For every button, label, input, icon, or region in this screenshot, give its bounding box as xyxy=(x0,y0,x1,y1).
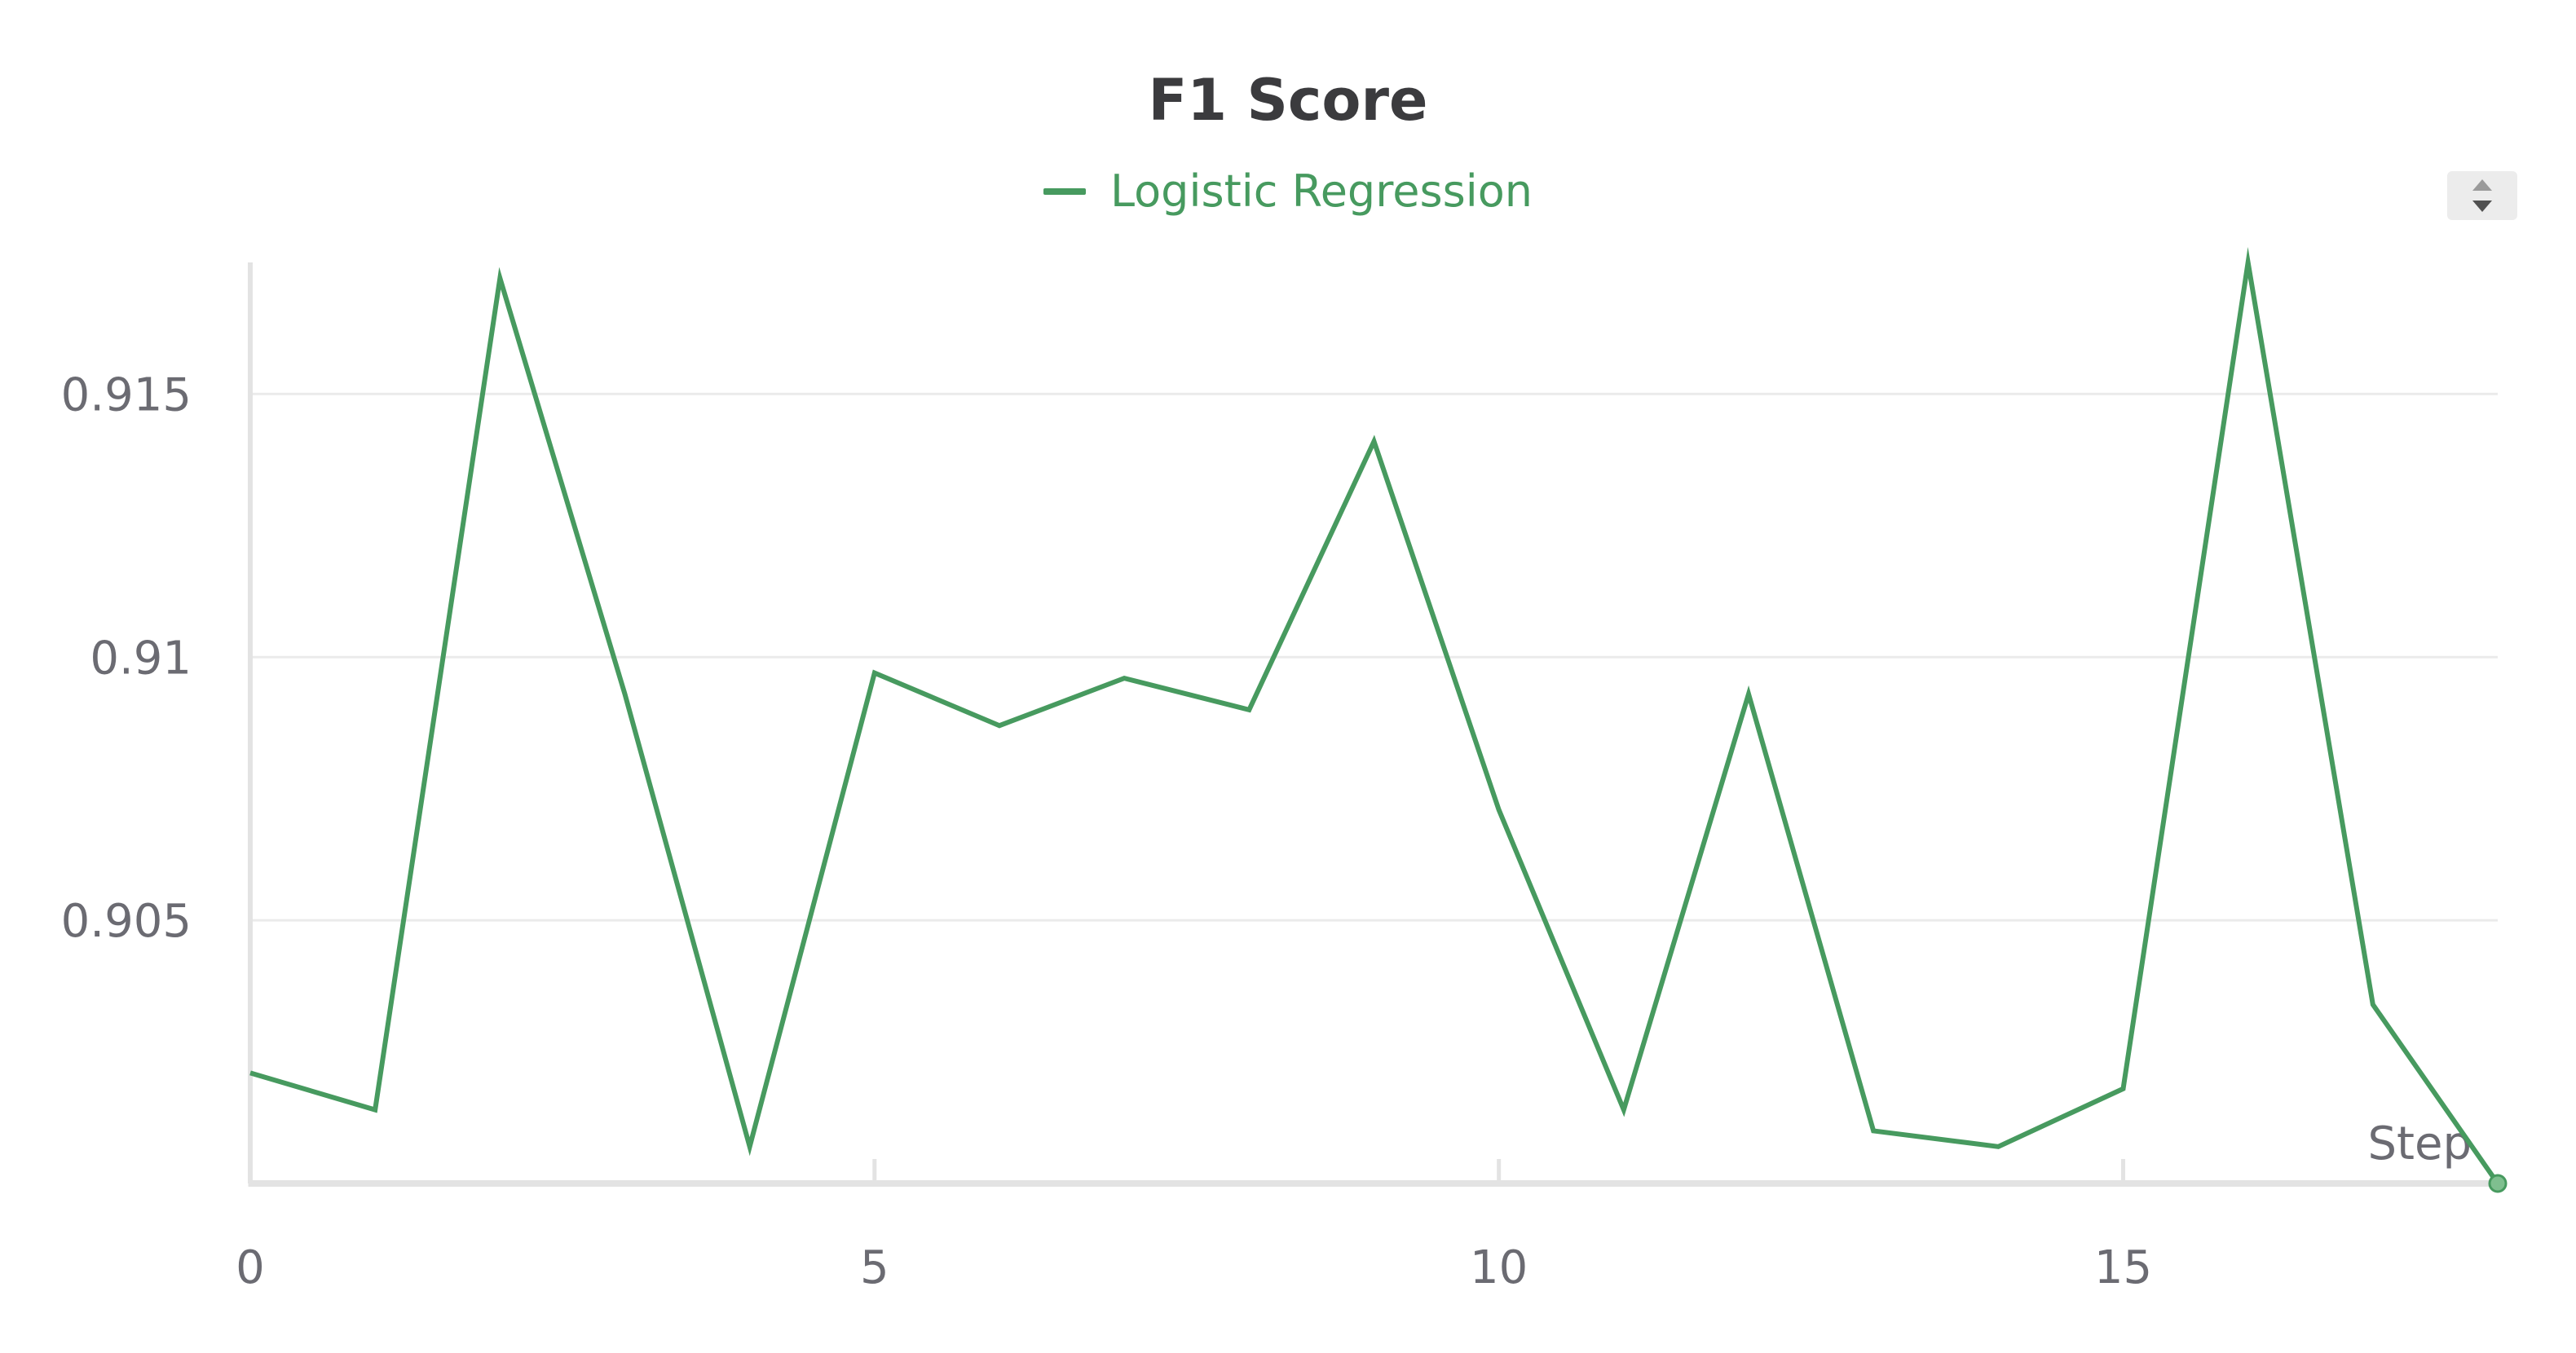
data-point xyxy=(1244,705,1254,715)
legend-series-label[interactable]: Logistic Regression xyxy=(1110,165,1533,217)
legend: Logistic Regression xyxy=(0,170,2576,214)
data-point xyxy=(495,273,505,283)
data-point xyxy=(2119,1084,2128,1094)
data-point xyxy=(870,668,880,678)
y-tick-label: 0.915 xyxy=(61,368,192,421)
data-point xyxy=(2243,258,2253,267)
data-point xyxy=(1993,1142,2003,1152)
legend-swatch xyxy=(1043,188,1086,195)
chart-title: F1 Score xyxy=(1148,67,1428,134)
data-point xyxy=(1119,673,1129,683)
x-tick-label: 15 xyxy=(2094,1241,2152,1294)
data-point xyxy=(1370,437,1379,447)
series-line-logistic-regression xyxy=(249,246,2500,1185)
y-tick-label: 0.905 xyxy=(61,895,192,948)
data-point xyxy=(745,1142,755,1152)
data-point xyxy=(620,689,630,699)
x-axis-title: Step xyxy=(2367,1117,2472,1170)
data-point xyxy=(370,1105,380,1115)
x-tick-label: 0 xyxy=(236,1241,265,1294)
data-point xyxy=(1619,1105,1629,1115)
data-point xyxy=(1868,1126,1878,1135)
x-tick-label: 10 xyxy=(1470,1241,1528,1294)
data-point xyxy=(245,1068,255,1078)
data-point xyxy=(2488,1174,2508,1193)
data-point xyxy=(2368,999,2378,1009)
x-tick-label: 5 xyxy=(860,1241,889,1294)
legend-scroll-control[interactable] xyxy=(2447,171,2517,220)
data-point xyxy=(1494,805,1504,815)
data-point xyxy=(995,721,1004,730)
sort-arrows-icon xyxy=(2472,179,2492,212)
data-point xyxy=(1744,689,1753,699)
y-tick-label: 0.91 xyxy=(90,632,192,685)
